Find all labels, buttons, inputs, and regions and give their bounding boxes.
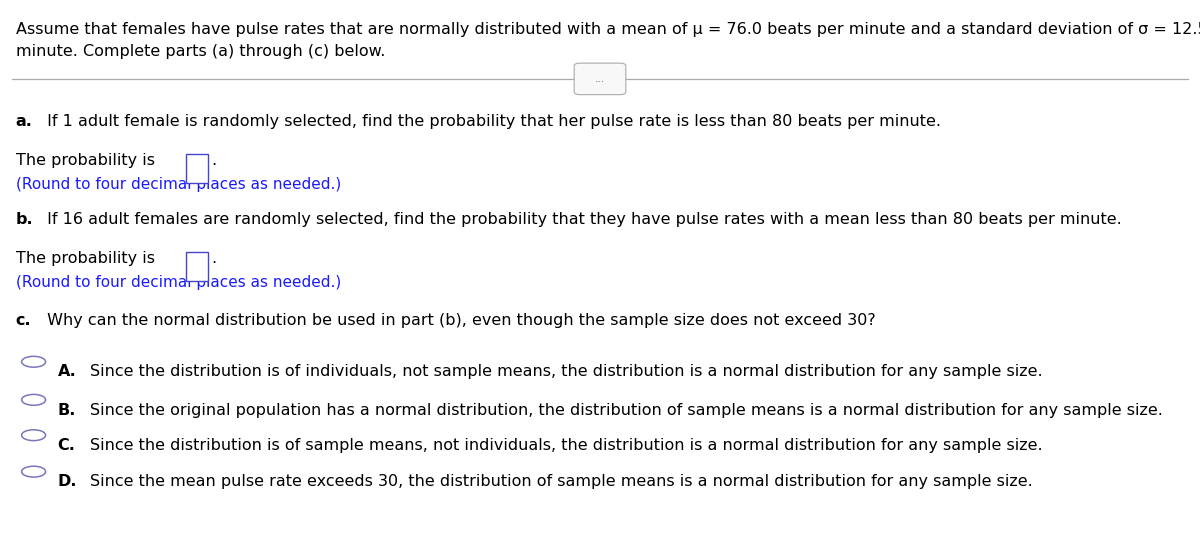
Text: Since the mean pulse rate exceeds 30, the distribution of sample means is a norm: Since the mean pulse rate exceeds 30, th… <box>90 474 1033 490</box>
Text: ...: ... <box>595 74 605 84</box>
Text: (Round to four decimal places as needed.): (Round to four decimal places as needed.… <box>16 177 341 192</box>
Text: .: . <box>211 251 216 267</box>
Text: a.: a. <box>16 114 32 129</box>
Text: b.: b. <box>16 212 34 227</box>
Text: The probability is: The probability is <box>16 153 160 169</box>
Text: C.: C. <box>58 438 76 453</box>
Text: If 1 adult female is randomly selected, find the probability that her pulse rate: If 1 adult female is randomly selected, … <box>42 114 941 129</box>
Text: If 16 adult females are randomly selected, find the probability that they have p: If 16 adult females are randomly selecte… <box>42 212 1122 227</box>
Text: (Round to four decimal places as needed.): (Round to four decimal places as needed.… <box>16 275 341 290</box>
Text: minute. Complete parts (a) through (c) below.: minute. Complete parts (a) through (c) b… <box>16 44 385 59</box>
Text: .: . <box>211 153 216 169</box>
Text: Since the distribution is of sample means, not individuals, the distribution is : Since the distribution is of sample mean… <box>90 438 1043 453</box>
Text: B.: B. <box>58 403 76 418</box>
Text: A.: A. <box>58 364 77 380</box>
Text: D.: D. <box>58 474 77 490</box>
Text: Since the distribution is of individuals, not sample means, the distribution is : Since the distribution is of individuals… <box>90 364 1043 380</box>
Text: Assume that females have pulse rates that are normally distributed with a mean o: Assume that females have pulse rates tha… <box>16 22 1200 37</box>
Text: Why can the normal distribution be used in part (b), even though the sample size: Why can the normal distribution be used … <box>42 313 876 328</box>
Text: c.: c. <box>16 313 31 328</box>
Text: Since the original population has a normal distribution, the distribution of sam: Since the original population has a norm… <box>90 403 1163 418</box>
Text: The probability is: The probability is <box>16 251 160 267</box>
